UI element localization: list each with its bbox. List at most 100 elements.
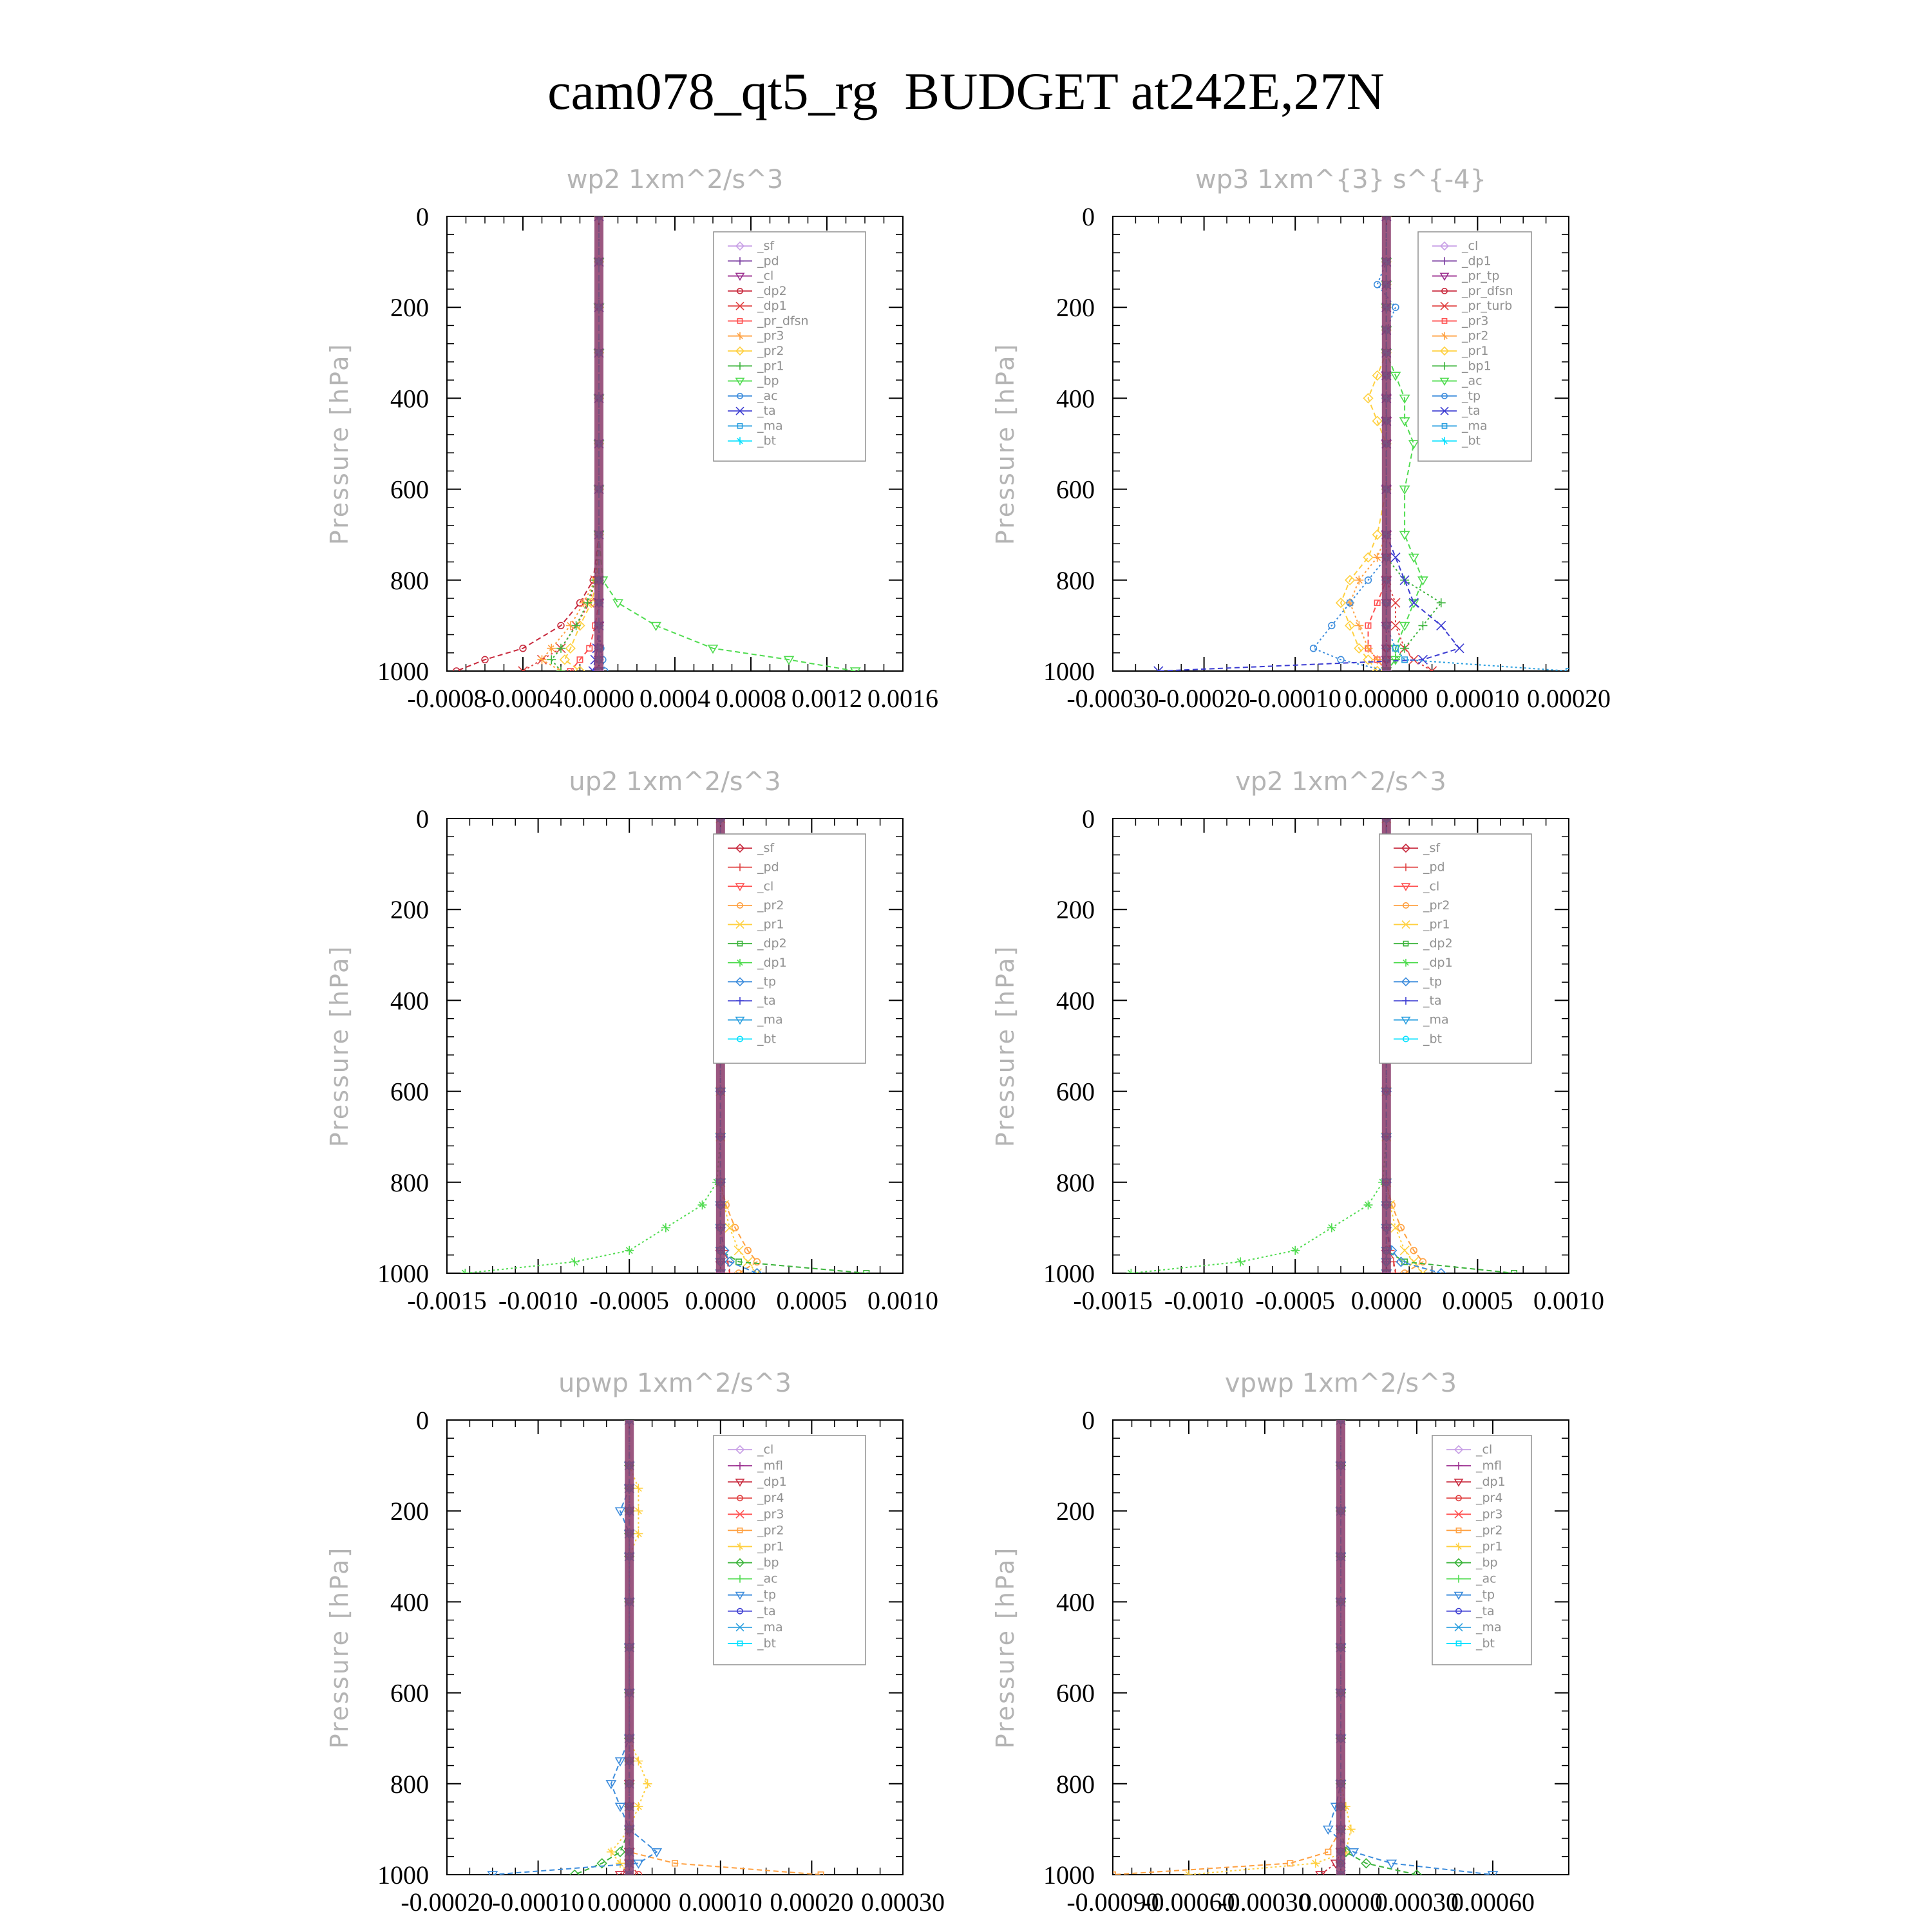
legend-marker <box>737 1036 744 1043</box>
series-marker-tp <box>605 1780 617 1790</box>
series-marker-pr_dfsn <box>586 645 593 652</box>
series-marker-bp <box>1411 1869 1423 1875</box>
x-tick-label: 0.0008 <box>715 684 786 713</box>
y-tick-label: 400 <box>1056 986 1095 1015</box>
x-tick-label: 0.0005 <box>1442 1286 1513 1315</box>
series-marker-pr1 <box>1408 1256 1419 1267</box>
legend-marker <box>735 406 744 415</box>
series-marker-pr1 <box>1363 654 1374 665</box>
series-marker-bp1 <box>1400 643 1410 653</box>
legend-label: _bt <box>757 1636 776 1651</box>
series-marker-pr2 <box>559 654 571 665</box>
legend-label: _pr1 <box>757 918 784 932</box>
series-marker-pr1 <box>1390 1222 1401 1233</box>
legend-label: _ta <box>757 404 776 418</box>
legend-label: _pd <box>1423 860 1445 875</box>
legend-label: _pr2 <box>757 1523 784 1537</box>
series-line-pr1 <box>1188 1420 1352 1875</box>
y-tick-label: 600 <box>390 1077 429 1106</box>
legend-marker <box>737 940 743 947</box>
series-marker-tp <box>1322 1825 1334 1835</box>
y-tick-label: 600 <box>390 1679 429 1708</box>
series-marker-dp2 <box>1511 1270 1518 1273</box>
legend-marker <box>1441 392 1448 399</box>
legend-marker <box>1454 1444 1464 1455</box>
series-marker-pr1 <box>752 1268 762 1273</box>
x-tick-label: 0.00000 <box>1299 1888 1383 1917</box>
series-marker-pr2 <box>753 1258 761 1266</box>
legend-marker <box>735 920 744 929</box>
x-tick-label: -0.0015 <box>407 1286 486 1315</box>
series-line-dp1 <box>465 819 721 1273</box>
series-line-pr2 <box>1113 1420 1341 1875</box>
legend-label: _cl <box>757 269 773 283</box>
legend-label: _dp1 <box>1475 1475 1506 1489</box>
series-marker-tp <box>1309 644 1318 652</box>
legend-label: _ta <box>757 994 776 1008</box>
legend-marker <box>1440 301 1449 310</box>
legend-marker <box>1401 920 1410 929</box>
legend-box <box>713 231 866 462</box>
legend-label: _pr3 <box>1461 314 1488 328</box>
y-tick-label: 400 <box>390 986 429 1015</box>
y-tick-label: 0 <box>416 1406 429 1435</box>
series-marker-dp1 <box>460 1269 470 1273</box>
series-marker-tp <box>1328 621 1336 630</box>
legend-marker <box>735 977 745 987</box>
series-marker-bp <box>849 667 861 671</box>
legend-label: _bp1 <box>1461 359 1492 373</box>
legend-label: _bt <box>757 434 776 448</box>
series-marker-pr2 <box>574 665 585 671</box>
series-marker-pr1 <box>734 1245 744 1256</box>
series-marker-ta <box>1390 552 1401 563</box>
series-marker-ac <box>1399 485 1410 495</box>
x-tick-label: -0.0004 <box>483 684 562 713</box>
panel-title: upwp 1xm^2/s^3 <box>558 1368 791 1398</box>
x-tick-label: 0.00000 <box>1345 684 1428 713</box>
legend-marker <box>1441 318 1448 324</box>
y-tick-label: 200 <box>1056 895 1095 924</box>
legend-marker <box>1454 1479 1464 1487</box>
y-axis-label: Pressure [hPa] <box>991 1546 1019 1749</box>
x-tick-label: 0.00060 <box>1451 1888 1535 1917</box>
y-tick-label: 0 <box>416 804 429 833</box>
series-marker-pr1 <box>1346 1824 1356 1834</box>
x-tick-label: 0.00030 <box>861 1888 945 1917</box>
legend-label: _tp <box>1423 974 1442 989</box>
y-tick-label: 0 <box>1082 1406 1095 1435</box>
legend-box <box>1432 1435 1532 1665</box>
series-marker-dp1 <box>625 1245 634 1255</box>
series-marker-pr2 <box>586 597 597 609</box>
legend-label: _tp <box>1475 1588 1495 1602</box>
legend-label: _bt <box>1475 1636 1495 1651</box>
series-marker-pr1 <box>556 643 565 653</box>
series-marker-pr1 <box>1184 1870 1193 1875</box>
legend-marker <box>737 287 744 294</box>
legend-marker <box>735 1591 745 1600</box>
x-tick-label: -0.00030 <box>1218 1888 1311 1917</box>
series-marker-dp1 <box>697 1200 707 1210</box>
series-marker-ta <box>1408 598 1419 608</box>
series-marker-pr1 <box>556 667 565 671</box>
x-tick-label: -0.0010 <box>498 1286 578 1315</box>
x-tick-label: 0.00000 <box>587 1888 671 1917</box>
legend-marker <box>736 332 744 340</box>
legend-label: _cl <box>757 1443 773 1457</box>
legend-marker <box>1440 406 1449 415</box>
legend-label: _ta <box>757 1604 776 1618</box>
chart-panel-4: vp2 1xm^2/s^3 Pressure [hPa] 0 200 400 600 800… <box>991 767 1604 1315</box>
y-tick-label: 200 <box>390 895 429 924</box>
legend-marker <box>1455 1607 1463 1615</box>
page-title: cam078_qt5_rg BUDGET at242E,27N <box>547 62 1385 120</box>
legend-marker <box>1439 272 1450 281</box>
legend-marker <box>1402 958 1410 967</box>
chart-panel-1: wp2 1xm^2/s^3 Pressure [hPa] 0 200 400 600 800… <box>325 165 938 713</box>
series-marker-tp <box>1435 1267 1446 1273</box>
legend-marker <box>1455 1462 1463 1470</box>
series-marker-pr3 <box>1365 622 1372 629</box>
legend-marker <box>1403 1036 1410 1043</box>
panel-title: wp2 1xm^2/s^3 <box>567 165 784 194</box>
series-marker-pr1 <box>1372 529 1383 540</box>
legend-label: _pr2 <box>757 898 784 913</box>
